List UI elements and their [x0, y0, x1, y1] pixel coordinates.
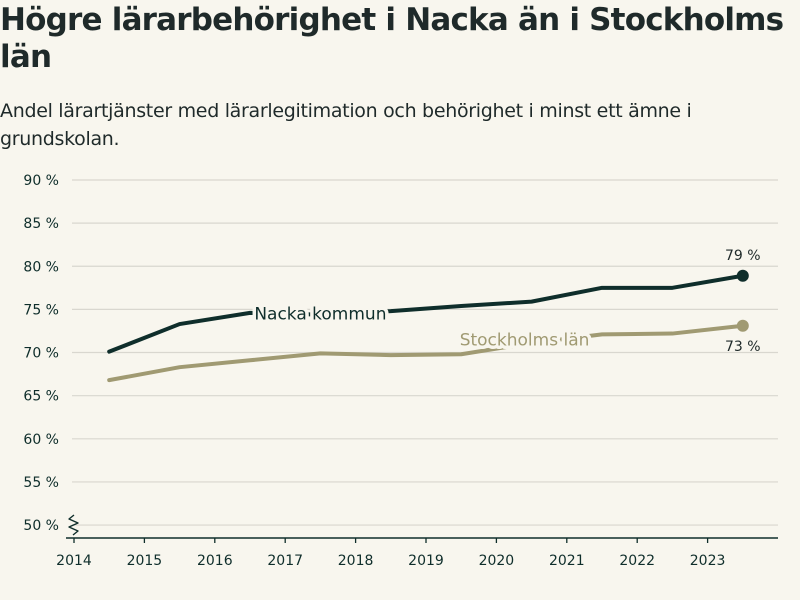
x-tick-label: 2014 [56, 553, 92, 569]
y-axis-ticks: 50 % 55 % 60 % 65 % 70 % 75 % 80 % 85 % 90 % [23, 173, 59, 534]
chart-subtitle: Andel lärartjänster med lärarlegitimatio… [0, 100, 692, 150]
y-tick-label: 75 % [23, 302, 59, 318]
chart-title: Högre lärarbehörighet i Nacka än i Stock… [0, 2, 784, 75]
x-tick-label: 2023 [690, 553, 726, 569]
x-tick-label: 2021 [549, 553, 585, 569]
end-value-label-nacka: 79 % [725, 248, 761, 264]
series-line-nacka [107, 273, 745, 354]
series-label-stockholm: Stockholms län [460, 331, 590, 351]
series-label-nacka: Nacka kommun [254, 305, 386, 325]
x-tick-label: 2022 [619, 553, 655, 569]
series-end-point [736, 319, 749, 332]
y-tick-label: 50 % [23, 518, 59, 534]
y-tick-label: 90 % [23, 173, 59, 189]
series-line-stockholm [107, 323, 745, 383]
x-tick-label: 2017 [267, 553, 303, 569]
grid-layer [72, 179, 778, 526]
x-tick-label: 2016 [197, 553, 233, 569]
x-axis: 2014 2015 2016 2017 2018 2019 2020 2021 2022 2023 [56, 514, 778, 569]
y-tick-label: 85 % [23, 216, 59, 232]
end-value-label-stockholm: 73 % [725, 339, 761, 355]
x-tick-label: 2019 [408, 553, 444, 569]
series-end-point [736, 269, 749, 282]
series-layer [107, 269, 749, 383]
y-tick-label: 65 % [23, 389, 59, 405]
y-tick-label: 60 % [23, 432, 59, 448]
x-tick-label: 2020 [479, 553, 515, 569]
labels-layer: Nacka kommun Stockholms län 79 % 73 % [251, 248, 761, 355]
y-tick-label: 80 % [23, 259, 59, 275]
x-tick-label: 2015 [127, 553, 163, 569]
axis-break-symbol [68, 514, 79, 536]
x-tick-label: 2018 [338, 553, 374, 569]
y-tick-label: 55 % [23, 475, 59, 491]
y-tick-label: 70 % [23, 346, 59, 362]
